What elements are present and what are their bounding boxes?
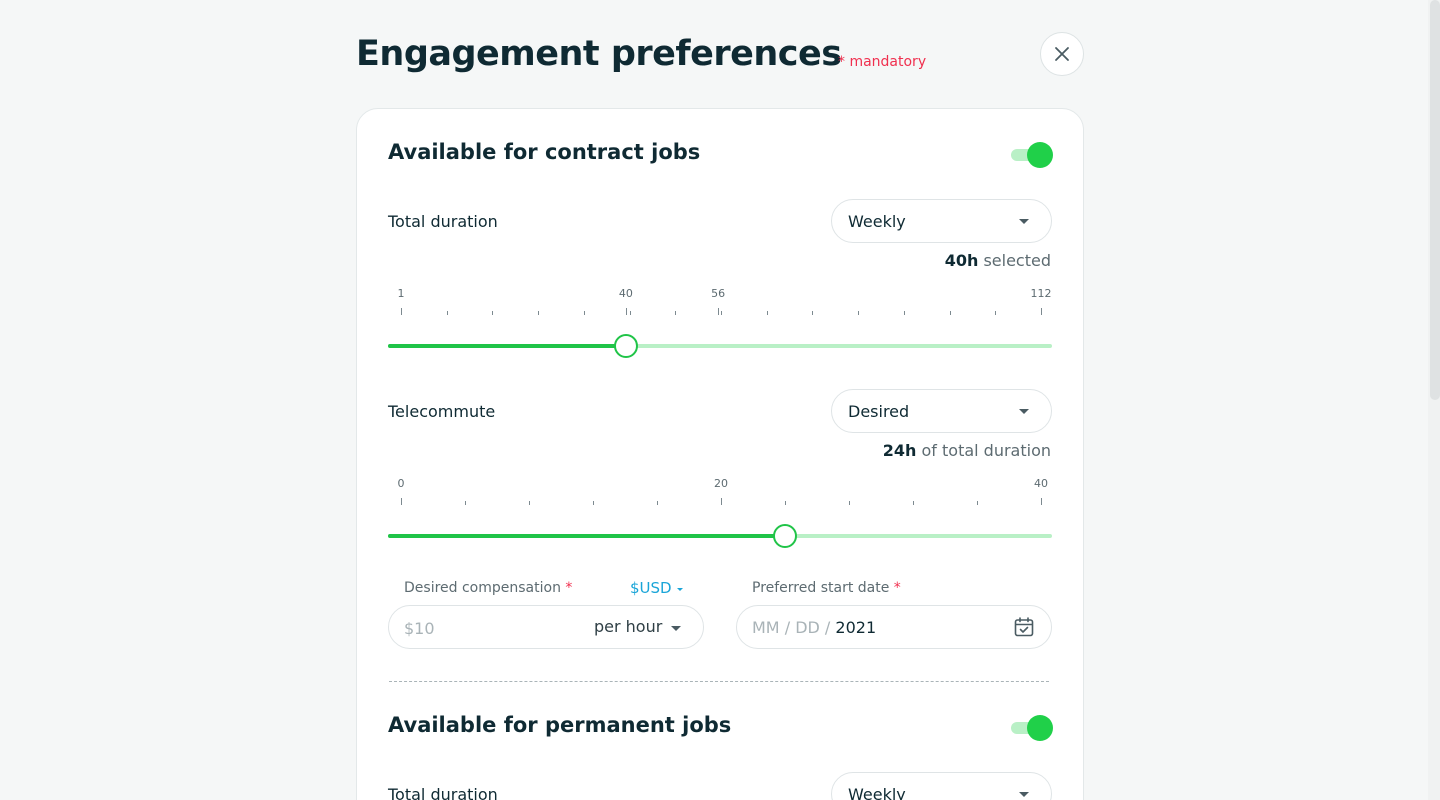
tick-mark [849,501,850,505]
slider-fill [388,344,626,348]
tick-label: 40 [1034,477,1048,490]
calendar-icon[interactable] [1014,617,1034,637]
permanent-availability-toggle[interactable] [1011,715,1053,741]
tick-mark [538,311,540,315]
telecommute-label: Telecommute [388,402,496,421]
tick-mark [721,311,722,315]
currency-select[interactable]: $USD [630,579,672,597]
tick-label: 0 [397,477,405,490]
tick-mark [812,311,814,315]
tick-mark [492,311,494,315]
compensation-input[interactable] [404,617,554,639]
compensation-label: Desired compensation * [404,580,572,596]
tick-mark [629,311,631,315]
tick-mark [465,501,466,505]
tick-mark-major [718,308,720,315]
permanent-duration-label: Total duration [388,785,498,800]
tick-mark [446,311,448,315]
tick-mark [657,501,658,505]
compensation-label-text: Desired compensation [404,580,561,596]
tick-mark [913,501,914,505]
tick-mark [593,501,594,505]
permanent-duration-period-select[interactable]: Weekly [831,772,1052,800]
slider-track[interactable] [388,344,1052,348]
tick-mark-major [401,498,402,505]
tick-label: 20 [714,477,728,490]
tick-mark-major [1041,498,1042,505]
tick-mark [583,311,585,315]
close-button[interactable] [1040,32,1084,76]
tick-mark [995,311,997,315]
date-year-value: 2021 [835,618,877,637]
tick-label: 1 [397,287,405,300]
tick-mark-major [1041,308,1042,315]
caret-down-icon [671,626,681,631]
section-divider [389,681,1049,682]
toggle-knob [1027,715,1053,741]
telecommute-selected-value: 24h [882,441,917,460]
required-mark: * [893,580,901,596]
tick-mark [903,311,905,315]
duration-selected-suffix: selected [978,251,1051,270]
tick-mark-major [625,308,627,315]
telecommute-summary: 24h of total duration [883,441,1051,460]
currency-caret-icon [677,588,683,591]
date-month-placeholder: MM [752,618,780,637]
permanent-section-title: Available for permanent jobs [388,713,732,737]
select-value: Weekly [848,212,906,231]
tick-mark [977,501,978,505]
caret-down-icon [1019,409,1029,414]
tick-mark [949,311,951,315]
tick-label: 112 [1030,287,1052,300]
slider-thumb[interactable] [773,524,797,548]
tick-label: 56 [711,287,726,300]
date-separator: / [784,618,791,637]
contract-section-title: Available for contract jobs [388,140,701,164]
start-date-field[interactable]: MM / DD / 2021 [736,605,1052,649]
date-separator: / [824,618,831,637]
tick-label: 40 [618,287,633,300]
rate-period-select[interactable]: per hour [594,617,663,636]
preferences-card: Available for contract jobs Total durati… [356,108,1084,800]
tick-mark [785,501,786,505]
tick-mark-major [721,498,722,505]
contract-duration-summary: 40h selected [945,251,1051,270]
contract-duration-period-select[interactable]: Weekly [831,199,1052,243]
select-value: Weekly [848,785,906,800]
tick-mark [675,311,677,315]
duration-selected-value: 40h [944,251,979,270]
date-day-placeholder: DD [795,618,820,637]
caret-down-icon [1019,219,1029,224]
close-icon [1055,47,1069,61]
tick-mark [529,501,530,505]
scrollbar-thumb[interactable] [1430,0,1440,400]
contract-availability-toggle[interactable] [1011,142,1053,168]
tick-mark [858,311,860,315]
mandatory-note: * mandatory [838,54,927,70]
required-mark: * [565,580,573,596]
tick-mark-major [401,308,402,315]
slider-thumb[interactable] [613,334,638,358]
telecommute-mode-select[interactable]: Desired [831,389,1052,433]
slider-fill [388,534,785,538]
start-date-label: Preferred start date * [752,580,901,596]
tick-mark [766,311,768,315]
toggle-knob [1027,142,1053,168]
select-value: Desired [848,402,910,421]
caret-down-icon [1019,792,1029,797]
start-date-label-text: Preferred start date [752,580,890,596]
slider-track[interactable] [388,534,1052,538]
telecommute-selected-suffix: of total duration [916,441,1051,460]
page-title: Engagement preferences [356,34,842,74]
compensation-field: per hour [388,605,704,649]
contract-duration-label: Total duration [388,212,498,231]
start-date-value: MM / DD / 2021 [752,618,876,637]
